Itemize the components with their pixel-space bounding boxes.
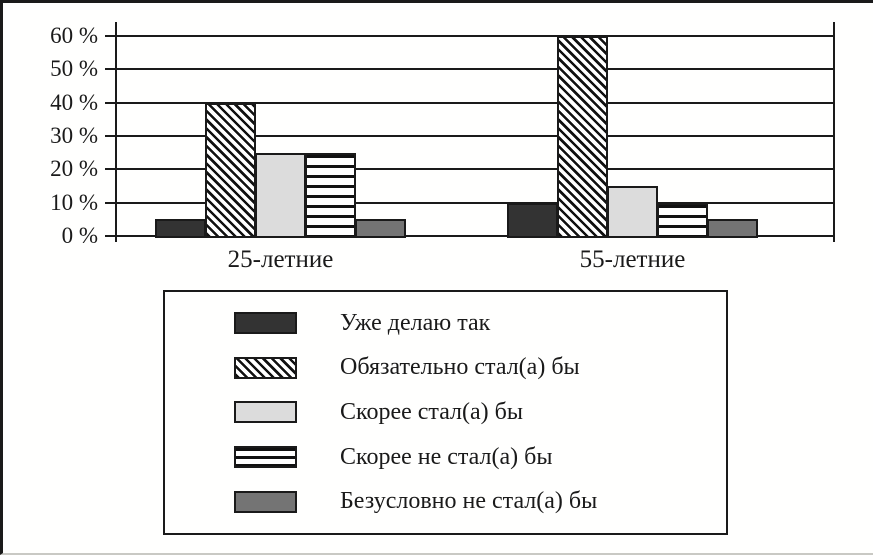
legend-label-4: Скорее не стал(а) бы xyxy=(340,443,553,470)
gridline-0 xyxy=(105,235,834,237)
y-tick-label-60: 60 % xyxy=(50,23,98,48)
gridline-10 xyxy=(105,201,834,204)
bar-group1-series1 xyxy=(155,219,206,238)
y-axis-line-right xyxy=(833,22,835,242)
y-tick-label-40: 40 % xyxy=(50,89,98,115)
bar-group2-series2 xyxy=(557,36,608,238)
legend-row-3: Скорее стал(а) бы xyxy=(234,399,726,426)
legend-row-2: Обязательно стал(а) бы xyxy=(234,354,726,381)
legend: Уже делаю так Обязательно стал(а) бы Скоре… xyxy=(163,290,728,535)
bar-group2-series1 xyxy=(507,203,558,238)
gridline-40 xyxy=(105,101,834,104)
y-tick-label-20: 20 % xyxy=(50,156,98,182)
legend-row-1: Уже делаю так xyxy=(234,310,726,337)
legend-swatch-horizontal-stripes xyxy=(234,446,297,469)
y-axis-line-left xyxy=(115,22,117,242)
y-tick-label-10: 10 % xyxy=(50,189,98,215)
legend-row-5: Безусловно не стал(а) бы xyxy=(234,488,726,515)
bar-group2-series5 xyxy=(707,219,758,238)
legend-swatch-solid-gray xyxy=(234,490,297,513)
gridline-30 xyxy=(105,135,834,137)
legend-row-4: Скорее не стал(а) бы xyxy=(234,444,726,471)
bar-group1-series5 xyxy=(355,219,406,238)
gridline-20 xyxy=(105,168,834,171)
bar-group2-series4 xyxy=(657,203,708,238)
bar-group1-series4 xyxy=(305,153,356,238)
bar-group1-series2 xyxy=(205,103,256,238)
y-tick-label-50: 50 % xyxy=(50,56,98,82)
plot-area: 0 % 10 % 20 % 30 % 40 % 50 % 60 % 25-летние 55-л… xyxy=(3,3,873,283)
legend-swatch-diagonal-hatch xyxy=(234,356,297,379)
gridline-50 xyxy=(105,68,834,71)
legend-label-1: Уже делаю так xyxy=(340,309,491,336)
bar-group1-series3 xyxy=(255,153,306,238)
legend-label-5: Безусловно не стал(а) бы xyxy=(340,488,598,515)
y-tick-label-30: 30 % xyxy=(50,123,98,148)
gridline-60 xyxy=(105,35,834,37)
legend-label-2: Обязательно стал(а) бы xyxy=(340,354,580,381)
x-category-label-1: 25-летние xyxy=(227,246,334,273)
bar-group2-series3 xyxy=(607,186,658,238)
x-category-label-2: 55-летние xyxy=(579,246,686,273)
y-tick-label-0: 0 % xyxy=(61,223,98,248)
legend-swatch-solid-dark xyxy=(234,312,297,335)
legend-swatch-solid-light xyxy=(234,401,297,424)
legend-label-3: Скорее стал(а) бы xyxy=(340,398,523,425)
